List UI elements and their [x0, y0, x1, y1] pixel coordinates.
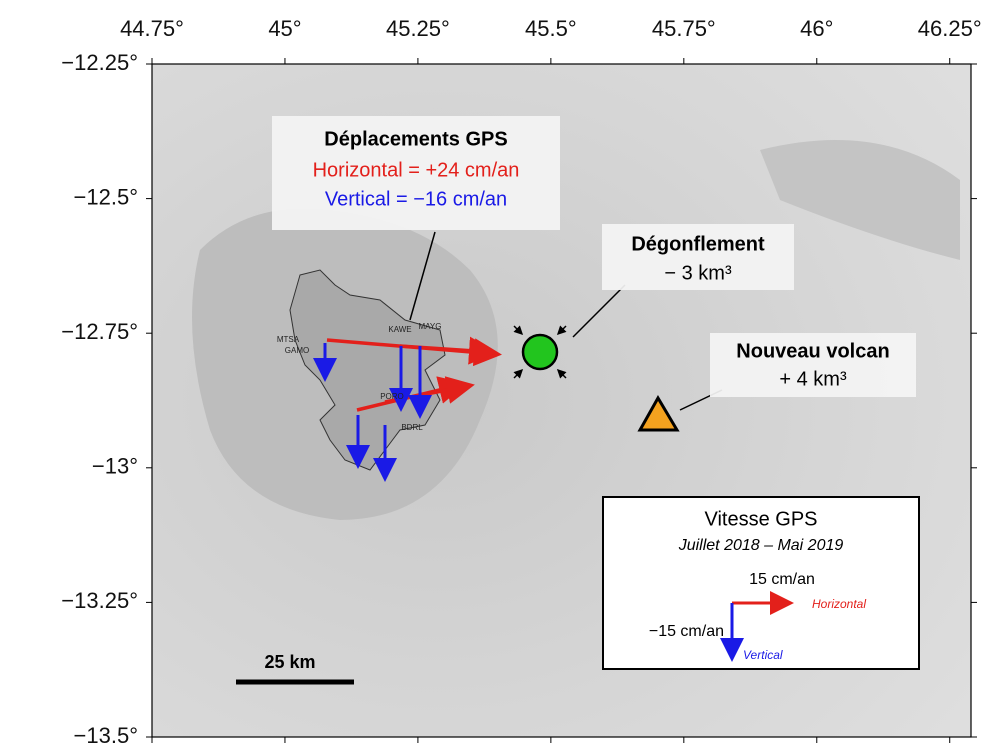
lon-tick-label: 45.25°: [386, 16, 450, 41]
station-label: GAMO: [285, 346, 309, 355]
lat-tick-label: −12.25°: [61, 50, 138, 75]
gps-title: Déplacements GPS: [324, 128, 507, 150]
deflation-title: Dégonflement: [631, 233, 765, 255]
lat-tick-label: −12.5°: [74, 184, 138, 209]
lon-tick-label: 45°: [268, 16, 301, 41]
lat-tick-label: −13.5°: [74, 723, 138, 748]
lon-tick-label: 46.25°: [918, 16, 982, 41]
legend-title: Vitesse GPS: [704, 508, 817, 530]
deflation-volume: − 3 km³: [664, 262, 732, 284]
deflation-source: [523, 335, 557, 369]
legend-h-scale: 15 cm/an: [749, 571, 815, 588]
lon-tick-label: 46°: [800, 16, 833, 41]
map: 44.75° 45° 45.25° 45.5° 45.75° 46° 46.25° −12.2…: [0, 0, 989, 753]
lat-tick-label: −13°: [92, 454, 138, 479]
station-label: PORO: [380, 392, 404, 401]
station-label: BDRL: [401, 423, 423, 432]
legend-v-label: Vertical: [743, 648, 783, 662]
volcano-title: Nouveau volcan: [736, 340, 889, 362]
lon-tick-label: 45.5°: [525, 16, 577, 41]
lat-tick-label: −13.25°: [61, 588, 138, 613]
lon-tick-label: 45.75°: [652, 16, 716, 41]
legend-h-label: Horizontal: [812, 597, 866, 611]
station-label: MTSA: [277, 335, 300, 344]
lon-tick-label: 44.75°: [120, 16, 184, 41]
legend-v-scale: −15 cm/an: [649, 623, 724, 640]
lat-tick-label: −12.75°: [61, 319, 138, 344]
scale-bar-label: 25 km: [264, 652, 315, 672]
volcano-volume: + 4 km³: [779, 368, 847, 390]
gps-vertical: Vertical = −16 cm/an: [325, 188, 507, 210]
gps-horizontal: Horizontal = +24 cm/an: [313, 159, 520, 181]
station-label: MAYG: [419, 322, 442, 331]
legend-period: Juillet 2018 – Mai 2019: [678, 537, 844, 554]
station-label: KAWE: [388, 325, 411, 334]
